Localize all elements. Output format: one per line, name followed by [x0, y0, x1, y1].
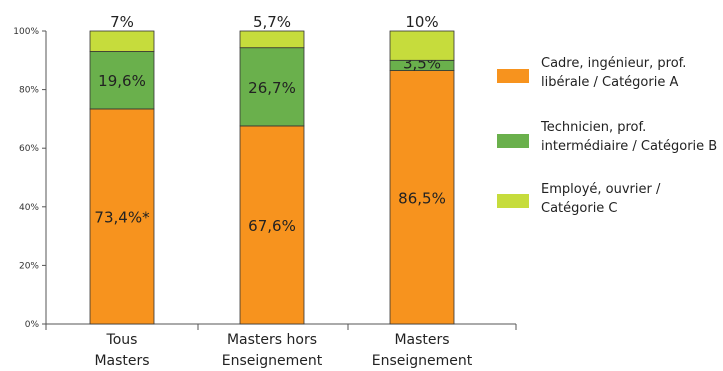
legend-swatch-categorie-a	[497, 69, 529, 83]
data-label: 67,6%	[248, 217, 296, 235]
y-axis-tick-label: 100%	[13, 27, 39, 37]
legend-label-categorie-a: Cadre, ingénieur, prof. libérale / Catég…	[541, 56, 687, 90]
y-axis-tick-label: 40%	[19, 203, 39, 213]
x-axis-category-label: Enseignement	[222, 353, 323, 369]
bar-segment	[89, 30, 155, 52]
legend-item-categorie-b: Technicien, prof. intermédiaire / Catégo…	[497, 118, 721, 156]
bar-segment	[239, 47, 305, 127]
bar-segment	[389, 30, 455, 61]
data-label: 73,4%*	[94, 208, 150, 226]
data-label: 86,5%	[398, 189, 446, 207]
bar-segment	[389, 70, 455, 325]
legend-label-categorie-c: Employé, ouvrier / Catégorie C	[541, 182, 661, 216]
y-axis-tick-label: 20%	[19, 261, 39, 271]
x-axis-category-label: Masters hors	[227, 332, 317, 348]
legend: Cadre, ingénieur, prof. libérale / Catég…	[497, 0, 723, 371]
bar-segment	[89, 108, 155, 325]
legend-swatch-categorie-b	[497, 134, 529, 148]
y-axis-tick-label: 0%	[25, 320, 40, 330]
bar-segment	[89, 51, 155, 110]
y-axis-tick-label: 80%	[19, 86, 39, 96]
legend-swatch-categorie-c	[497, 194, 529, 208]
data-label: 26,7%	[248, 79, 296, 97]
legend-item-categorie-c: Employé, ouvrier / Catégorie C	[497, 180, 721, 218]
x-axis-category-label: Enseignement	[372, 353, 473, 369]
x-axis-category-label: Masters	[94, 353, 149, 369]
data-label: 5,7%	[253, 13, 291, 31]
y-axis-tick-label: 60%	[19, 144, 39, 154]
bar-segment	[239, 30, 305, 49]
legend-label-categorie-b: Technicien, prof. intermédiaire / Catégo…	[541, 120, 718, 154]
data-label: 19,6%	[98, 72, 146, 90]
legend-item-categorie-a: Cadre, ingénieur, prof. libérale / Catég…	[497, 54, 721, 92]
x-axis-category-label: Masters	[394, 332, 449, 348]
data-label: 7%	[110, 13, 134, 31]
data-label: 10%	[405, 13, 438, 31]
x-axis-category-label: Tous	[106, 332, 138, 348]
